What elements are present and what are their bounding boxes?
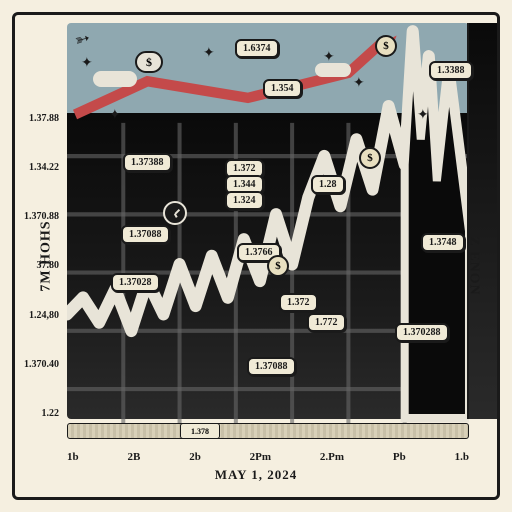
x-tick: 2.Pm [320,451,344,463]
dollar-coin-icon: $ [359,147,381,169]
x-tick: 2Pm [250,451,271,463]
sparkle-icon: ✦ [81,55,93,72]
value-callout: 1.3388 [429,61,473,80]
sparkle-icon: ✦ [353,75,365,92]
right-peak-block [467,23,497,419]
clock-icon [163,201,187,225]
y-tick: 1.22 [15,408,63,419]
value-callout: 1.37028 [111,273,160,292]
sparkle-icon: ✦ [109,107,121,124]
x-tick: 2B [127,451,140,463]
y-tick: 37.80 [15,260,63,271]
value-callout: 1.6374 [235,39,279,58]
x-tick: Pb [393,451,406,463]
y-ticks: 1.37.88 1.34.22 1.370.88 37.80 1.24,80 1.370.… [15,113,63,419]
value-callout: 1.37088 [121,225,170,244]
cloud-icon [315,63,351,77]
dollar-coin-icon: $ [267,255,289,277]
value-callout: 1.372 [279,293,318,312]
x-axis-label: MAY 1, 2024 [15,467,497,483]
x-tick: 1b [67,451,79,463]
value-callout: 1.370288 [395,323,449,342]
value-callout: 1.37388 [123,153,172,172]
value-callout: 1.3748 [421,233,465,252]
y-tick: 1.37.88 [15,113,63,124]
value-callout: 1.772 [307,313,346,332]
y-tick: 1.370.40 [15,359,63,370]
value-callout: 1.324 [225,191,264,210]
y-axis-label-right: Z ENON [465,236,481,295]
dollar-bubble-icon: $ [135,51,163,73]
x-ticks: 1b 2B 2b 2Pm 2.Pm Pb 1.b [67,451,469,463]
y-tick: 1.34.22 [15,162,63,173]
x-tick: 1.b [455,451,469,463]
time-bar: 1.378 [67,423,469,439]
value-callout: 1.28 [311,175,345,194]
sparkle-icon: ✦ [203,45,215,62]
y-tick: 1.24,80 [15,310,63,321]
y-tick: 1.370.88 [15,211,63,222]
time-bar-indicator: 1.378 [180,423,220,439]
cloud-icon [93,71,137,87]
value-callout: 1.37088 [247,357,296,376]
chart-frame: 7M HOHS Z ENON 1.37.881.34.221.370.8837.… [12,12,500,500]
sparkle-icon: ✦ [417,107,429,124]
dollar-coin-icon: $ [375,35,397,57]
value-callout: 1.354 [263,79,302,98]
x-tick: 2b [189,451,201,463]
